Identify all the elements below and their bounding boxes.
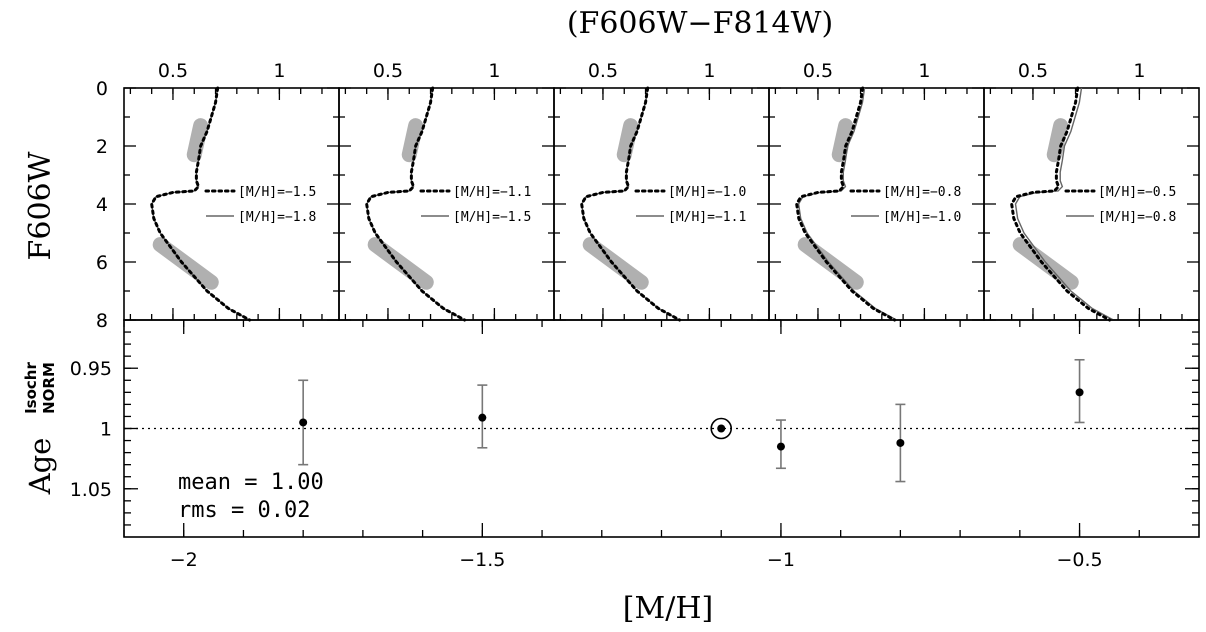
cmd-panel-4: [M/H]=−0.8 [M/H]=−1.0 0.5 1 xyxy=(768,60,985,322)
legend-label-dotted: [M/H]=−0.8 xyxy=(883,185,961,200)
x-tick-label: 0.5 xyxy=(373,60,403,82)
bottom-x-axis-title: [M/H] xyxy=(623,591,713,626)
fit-region-2 xyxy=(152,237,219,290)
fit-region-1 xyxy=(401,118,424,163)
isochrone-dotted xyxy=(795,86,897,322)
age-superscript: Isochr xyxy=(22,362,40,414)
x-tick-label: 1 xyxy=(1133,60,1145,82)
x-tick-label: −1.5 xyxy=(459,549,505,571)
x-tick-label: 1 xyxy=(703,60,715,82)
fit-region-2 xyxy=(797,237,864,290)
fit-region-1 xyxy=(831,118,854,163)
fit-region-2 xyxy=(582,237,649,290)
y-tick-label: 2 xyxy=(96,136,108,158)
x-tick-label: 1 xyxy=(273,60,285,82)
cmd-panel-1: [M/H]=−1.5 [M/H]=−1.8 0.5 1 xyxy=(123,60,340,322)
fit-region-2 xyxy=(367,237,434,290)
data-point xyxy=(717,424,726,433)
top-y-axis-title: F606W xyxy=(23,151,58,260)
y-tick-label: 4 xyxy=(96,194,108,216)
fit-region-1 xyxy=(1046,118,1069,163)
y-tick-label: 0 xyxy=(96,78,108,100)
y-tick-label: 0.95 xyxy=(70,358,112,380)
cmd-panels: [M/H]=−1.5[M/H]=−1.80.5 1[M/H]=−1.1[M/H]=… xyxy=(96,60,1200,332)
panel-frame xyxy=(768,87,985,321)
fit-region-1 xyxy=(616,118,639,163)
cmd-panel-5: [M/H]=−0.5 [M/H]=−0.8 0.5 1 xyxy=(983,60,1200,322)
age-panel: −2 −1.5 −1 −0.5 0.95 1 1.05 xyxy=(70,319,1200,571)
x-tick-label: 1 xyxy=(488,60,500,82)
data-point xyxy=(1075,388,1084,397)
isochrone-dotted xyxy=(150,86,252,322)
legend-label-solid: [M/H]=−1.5 xyxy=(453,210,531,225)
legend-label-solid: [M/H]=−1.8 xyxy=(238,210,316,225)
bottom-y-axis-title: Age Isochr NORM xyxy=(22,362,58,496)
isochrone-dotted xyxy=(365,86,467,322)
age-label: Age xyxy=(23,438,57,496)
isochrone-dotted xyxy=(1010,86,1112,322)
cmd-panel-3: [M/H]=−1.0 [M/H]=−1.1 0.5 1 xyxy=(553,60,770,322)
legend-label-dotted: [M/H]=−1.0 xyxy=(668,185,746,200)
data-point xyxy=(478,413,487,422)
panel-frame xyxy=(338,87,555,321)
x-tick-label: 0.5 xyxy=(588,60,618,82)
x-tick-label: 1 xyxy=(918,60,930,82)
x-tick-label: −1 xyxy=(767,549,795,571)
x-tick-label: −2 xyxy=(170,549,198,571)
legend-label-dotted: [M/H]=−1.1 xyxy=(453,185,531,200)
legend-label-dotted: [M/H]=−1.5 xyxy=(238,185,316,200)
x-tick-label: 0.5 xyxy=(158,60,188,82)
rms-label: rms = 0.02 xyxy=(178,498,310,523)
panel-frame xyxy=(553,87,770,321)
isochrone-dotted xyxy=(580,86,682,322)
data-point xyxy=(896,438,905,447)
legend-label-solid: [M/H]=−0.8 xyxy=(1098,210,1176,225)
mean-label: mean = 1.00 xyxy=(178,470,324,495)
x-tick-label: 0.5 xyxy=(803,60,833,82)
y-tick-label: 6 xyxy=(96,252,108,274)
age-subscript: NORM xyxy=(40,362,58,414)
cmd-panel-2: [M/H]=−1.1 [M/H]=−1.5 0.5 1 xyxy=(338,60,555,322)
fit-region-1 xyxy=(186,118,209,163)
x-tick-label: 0.5 xyxy=(1018,60,1048,82)
legend-label-solid: [M/H]=−1.0 xyxy=(883,210,961,225)
data-point xyxy=(299,418,308,427)
data-point xyxy=(776,442,785,451)
y-tick-label: 1.05 xyxy=(70,479,112,501)
y-tick-label: 1 xyxy=(100,419,112,441)
reference-point-ring xyxy=(710,417,733,440)
y-tick-label: 8 xyxy=(96,310,108,332)
x-tick-label: −0.5 xyxy=(1056,549,1102,571)
legend-label-solid: [M/H]=−1.1 xyxy=(668,210,746,225)
legend-label-dotted: [M/H]=−0.5 xyxy=(1098,185,1176,200)
panel-frame xyxy=(123,87,340,321)
top-x-axis-title: (F606W−F814W) xyxy=(567,6,833,41)
